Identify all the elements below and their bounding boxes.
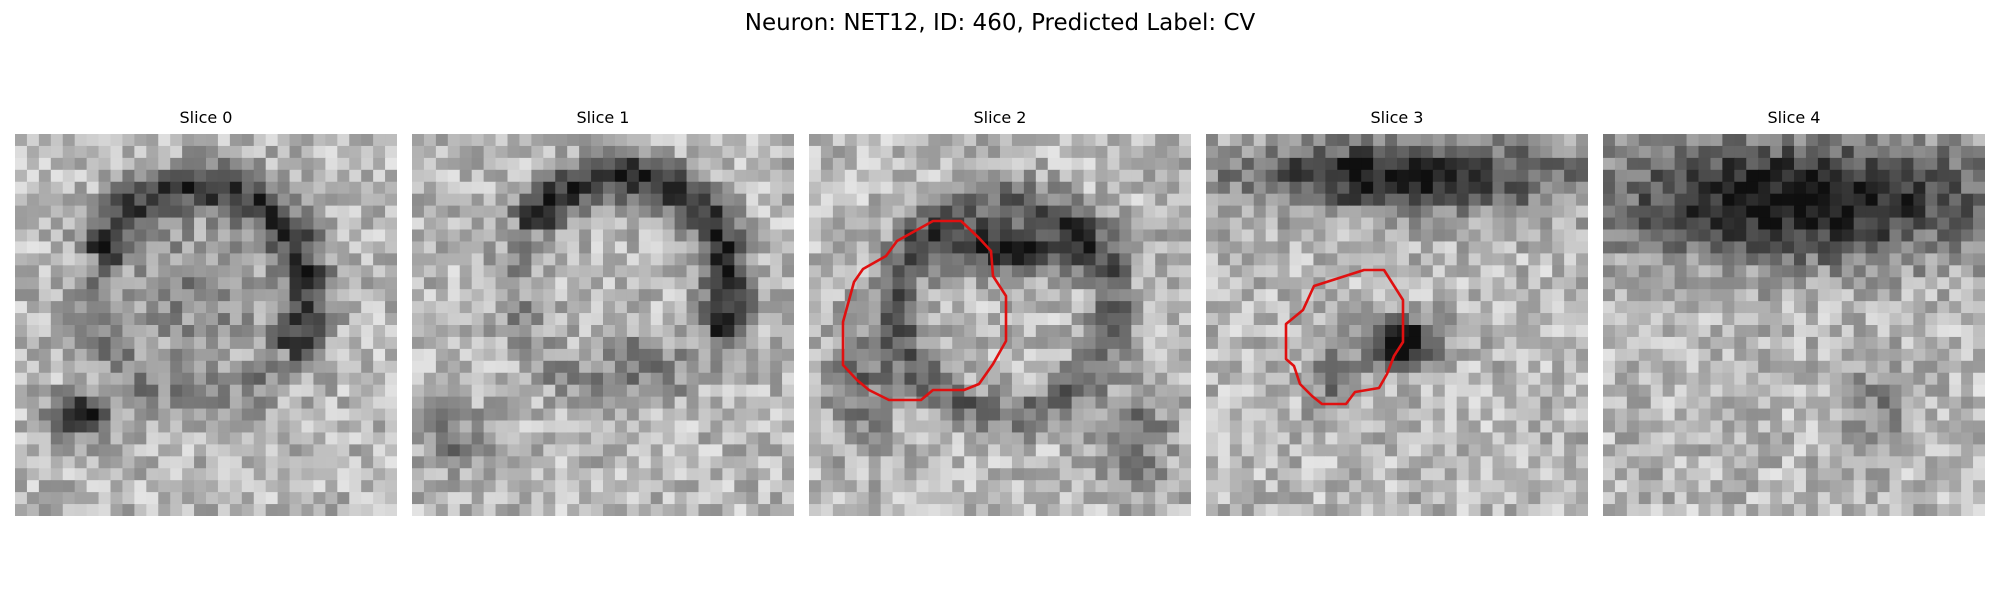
segmentation-contour-3 xyxy=(1284,268,1405,406)
slice-title-2: Slice 2 xyxy=(973,108,1027,127)
slice-image-1 xyxy=(412,134,794,516)
slice-image-1-grid xyxy=(412,134,794,516)
slice-panel-1: Slice 1 xyxy=(412,108,794,516)
slice-panel-4: Slice 4 xyxy=(1603,108,1985,516)
slice-image-3 xyxy=(1206,134,1588,516)
figure-title: Neuron: NET12, ID: 460, Predicted Label:… xyxy=(744,10,1256,36)
segmentation-contour-2 xyxy=(841,219,1008,402)
slice-title-4: Slice 4 xyxy=(1767,108,1821,127)
slice-image-2 xyxy=(809,134,1191,516)
slice-image-2-grid xyxy=(809,134,1191,516)
slice-image-0 xyxy=(15,134,397,516)
slice-panel-3: Slice 3 xyxy=(1206,108,1588,516)
slice-title-0: Slice 0 xyxy=(179,108,233,127)
slice-image-4 xyxy=(1603,134,1985,516)
slice-panel-0: Slice 0 xyxy=(15,108,397,516)
slice-image-3-grid xyxy=(1206,134,1588,516)
slice-title-3: Slice 3 xyxy=(1370,108,1424,127)
slice-title-1: Slice 1 xyxy=(576,108,630,127)
slice-image-0-grid xyxy=(15,134,397,516)
slice-panel-2: Slice 2 xyxy=(809,108,1191,516)
slice-image-4-grid xyxy=(1603,134,1985,516)
